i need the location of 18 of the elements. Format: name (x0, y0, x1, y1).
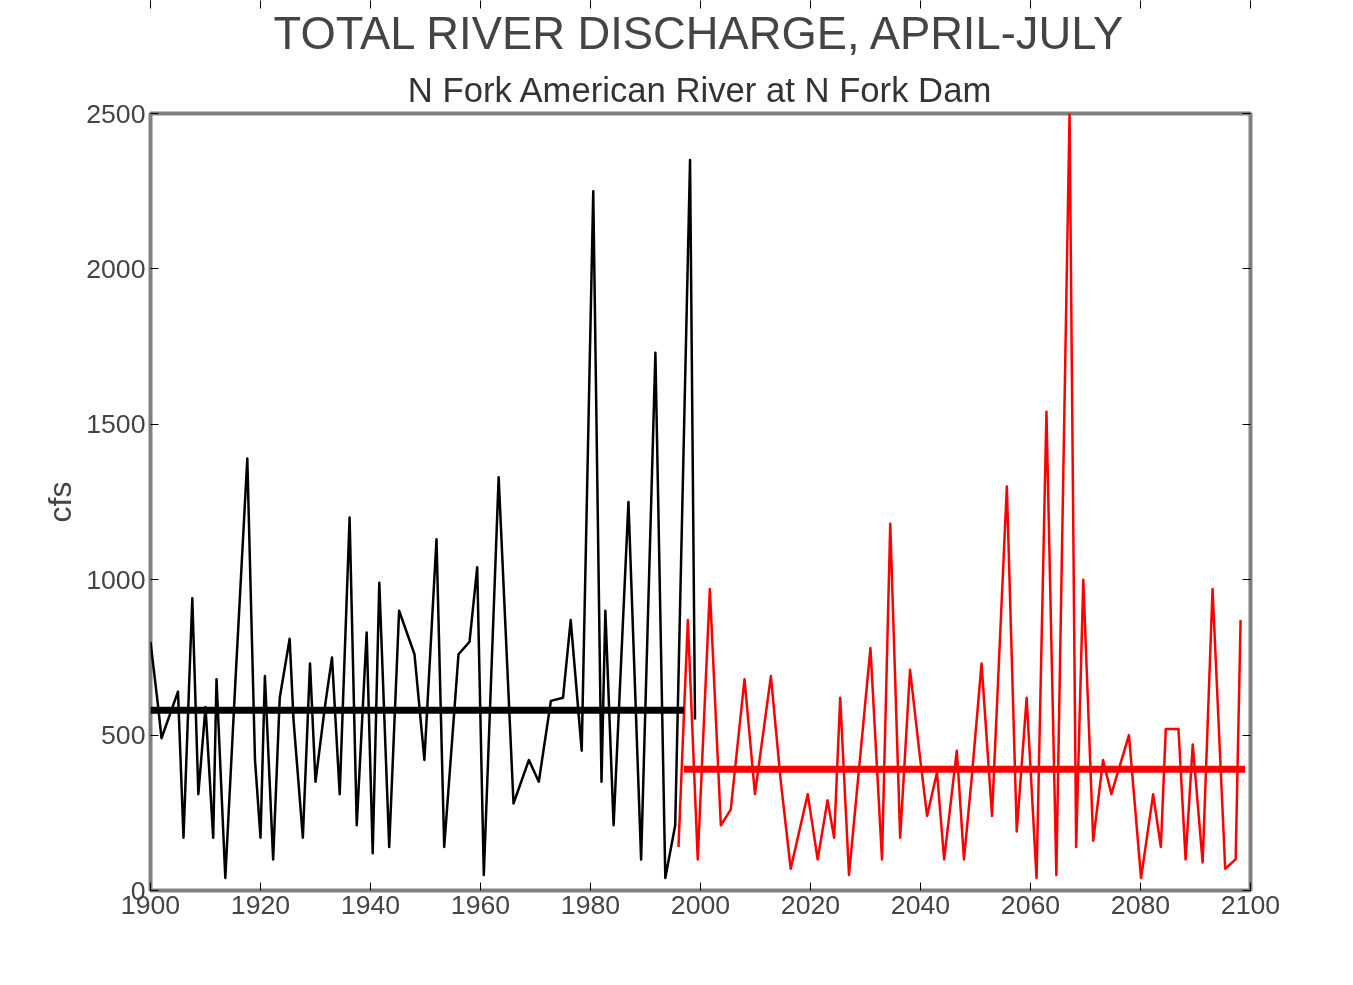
x-tick-label: 1960 (450, 889, 511, 920)
x-tick-label: 1920 (230, 889, 291, 920)
x-tick-label: 1940 (340, 889, 401, 920)
chart-title: TOTAL RIVER DISCHARGE, APRIL-JULY (273, 7, 1124, 59)
x-tick-label: 2100 (1220, 889, 1281, 920)
x-tick-label: 2080 (1110, 889, 1171, 920)
x-tick-label: 2060 (1000, 889, 1061, 920)
x-tick-label: 1980 (560, 889, 621, 920)
x-tick-label: 2000 (670, 889, 731, 920)
y-tick-label: 1500 (86, 409, 146, 440)
x-tick-label: 2020 (780, 889, 841, 920)
chart-subtitle: N Fork American River at N Fork Dam (407, 70, 992, 109)
y-tick-label: 2500 (86, 98, 146, 129)
y-tick-label: 1000 (86, 564, 146, 595)
y-tick-label: 2000 (86, 253, 146, 284)
x-tick-label: 2040 (890, 889, 951, 920)
y-axis-title: cfs (42, 481, 79, 523)
y-tick-label: 500 (101, 720, 146, 751)
